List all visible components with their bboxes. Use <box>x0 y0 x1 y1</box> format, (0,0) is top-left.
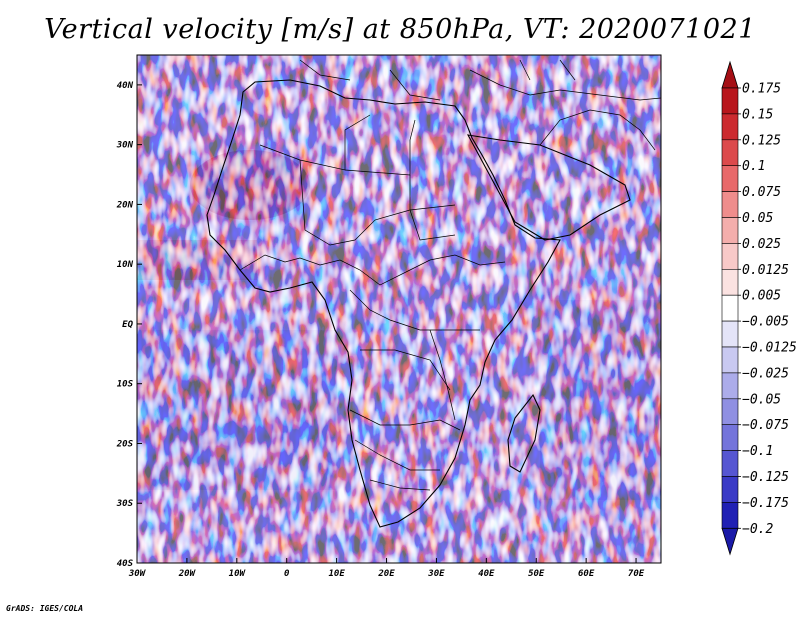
lon-tick-label: 70E <box>628 569 645 579</box>
lat-tick-label: 10N <box>117 260 134 270</box>
colorbar-label: 0.175 <box>742 82 781 97</box>
colorbar-swatch <box>721 268 739 296</box>
colorbar-swatch <box>721 320 739 348</box>
colorbar-label: 0.0125 <box>742 263 789 278</box>
country-borders <box>239 114 506 491</box>
colorbar-top-arrow <box>721 60 739 89</box>
lon-tick-label: 20W <box>178 569 197 579</box>
colorbar-label: −0.05 <box>742 392 781 407</box>
lat-tick-label: EQ <box>122 320 133 330</box>
colorbar-swatch <box>721 346 739 374</box>
africa-coastline <box>206 79 561 528</box>
colorbar-swatch <box>721 424 739 451</box>
colorbar-label: 0.1 <box>742 159 765 174</box>
colorbar-label: −0.075 <box>742 418 789 433</box>
lon-tick-label: 30W <box>128 569 147 579</box>
colorbar-label: −0.2 <box>742 522 773 537</box>
latitude-axis: 40N 30N 20N 10N EQ 10S 20S 30S 40S <box>116 81 142 569</box>
plot-title: Vertical velocity [m/s] at 850hPa, VT: 2… <box>44 14 756 45</box>
colorbar-label: 0.125 <box>742 133 781 148</box>
colorbar-swatch <box>721 191 739 218</box>
lat-tick-label: 30S <box>116 499 134 509</box>
colorbar-label: 0.005 <box>742 289 781 304</box>
colorbar-swatch <box>721 372 739 400</box>
lat-tick-label: 40S <box>117 559 134 569</box>
lat-tick-label: 40N <box>117 81 134 91</box>
map-panel <box>137 55 661 563</box>
colorbar-swatch <box>721 502 739 529</box>
colorbar-swatch <box>721 294 739 322</box>
lon-tick-label: 50E <box>528 569 545 579</box>
colorbar-label: 0.15 <box>742 107 773 122</box>
lon-tick-label: 0 <box>284 569 290 579</box>
colorbar-label: −0.005 <box>742 315 789 330</box>
colorbar-label: −0.125 <box>742 470 789 485</box>
credit-text: GrADS: IGES/COLA <box>6 604 84 613</box>
colorbar-label: −0.1 <box>742 444 773 459</box>
northern-borders <box>299 59 661 151</box>
colorbar-label: −0.175 <box>742 496 789 511</box>
colorbar-swatch <box>721 113 739 141</box>
lon-tick-label: 10W <box>229 569 247 579</box>
lon-tick-label: 60E <box>578 569 595 579</box>
colorbar-swatch <box>721 139 739 167</box>
colorbar-swatch <box>721 165 739 192</box>
lat-tick-label: 30N <box>116 141 134 151</box>
longitude-axis: 30W 20W 10W 0 10E 20E 30E 40E 50E 60E 70E <box>128 558 645 579</box>
colorbar-label: −0.0125 <box>742 341 797 356</box>
lat-tick-label: 10S <box>117 380 134 390</box>
colorbar: 0.175 0.15 0.125 0.1 0.075 0.05 0.025 0.0125 0.0… <box>721 60 797 556</box>
madagascar <box>507 393 541 473</box>
arabian-peninsula <box>466 134 631 241</box>
colorbar-label: 0.025 <box>742 237 781 252</box>
colorbar-swatch <box>721 243 739 270</box>
lat-tick-label: 20N <box>116 200 134 210</box>
colorbar-swatch <box>721 476 739 503</box>
lon-tick-label: 20E <box>377 569 395 579</box>
lat-tick-label: 20S <box>116 439 134 449</box>
velocity-field-texture <box>137 55 661 563</box>
colorbar-bottom-arrow <box>721 527 739 556</box>
map-frame <box>136 54 662 564</box>
colorbar-label: −0.025 <box>742 366 789 381</box>
colorbar-swatch <box>721 87 739 115</box>
lon-tick-label: 40E <box>478 569 495 579</box>
colorbar-label: 0.05 <box>742 211 773 226</box>
colorbar-swatch <box>721 217 739 244</box>
lon-tick-label: 10E <box>328 569 345 579</box>
lon-tick-label: 30E <box>427 569 445 579</box>
colorbar-swatch <box>721 450 739 477</box>
colorbar-swatch <box>721 398 739 425</box>
colorbar-label: 0.075 <box>742 185 781 200</box>
